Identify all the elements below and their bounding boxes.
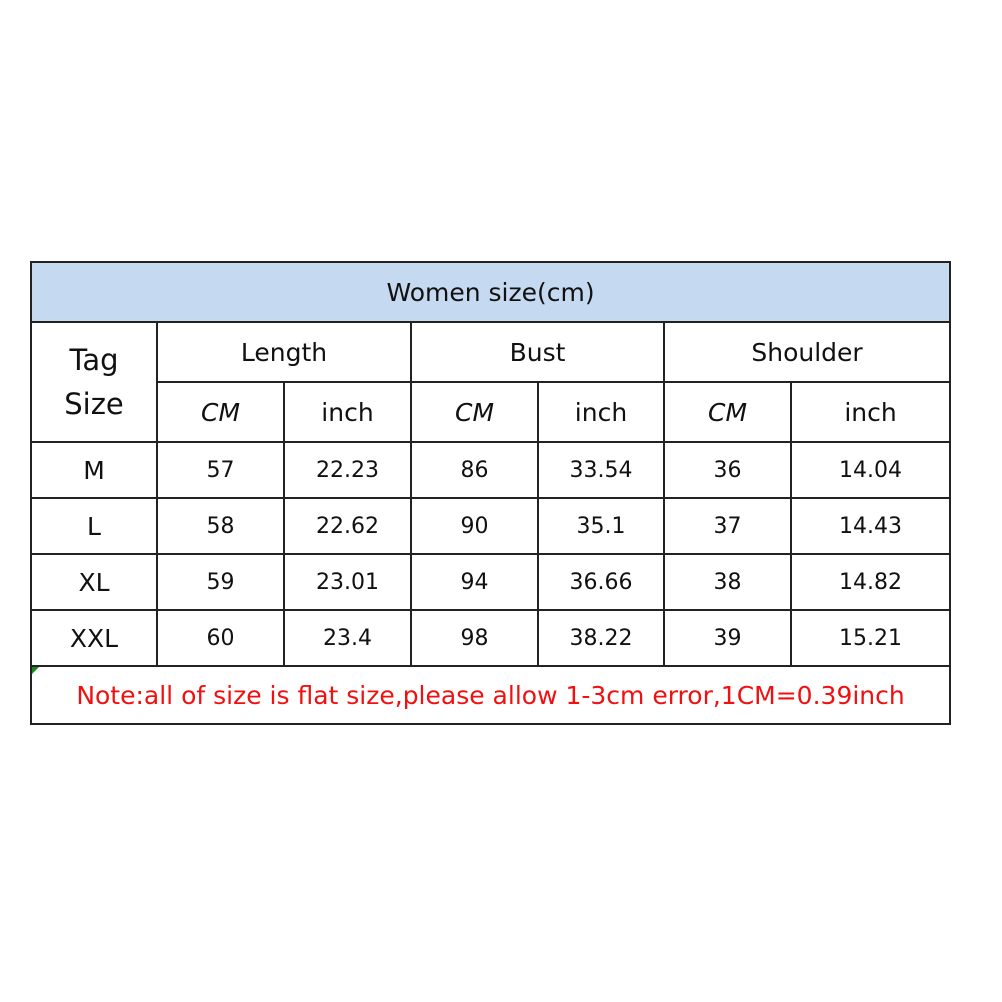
value-cell: 57 <box>156 441 285 499</box>
value-cell: 22.62 <box>283 497 412 555</box>
table-row: XXL 60 23.4 98 38.22 39 15.21 <box>30 609 952 667</box>
value-cell: 38 <box>663 553 792 611</box>
length-header: Length <box>156 321 412 383</box>
value-cell: 23.4 <box>283 609 412 667</box>
value-cell: 14.43 <box>789 497 952 555</box>
value-cell: 98 <box>410 609 539 667</box>
unit-header: CM <box>156 381 285 443</box>
value-cell: 39 <box>663 609 792 667</box>
value-cell: 33.54 <box>537 441 665 499</box>
tag-size-header: Tag Size <box>30 321 158 443</box>
bust-header: Bust <box>410 321 665 383</box>
table-row: M 57 22.23 86 33.54 36 14.04 <box>30 441 952 499</box>
value-cell: 37 <box>663 497 792 555</box>
size-cell: XXL <box>30 609 158 667</box>
unit-header: inch <box>283 381 412 443</box>
size-chart-table: Women size(cm) Tag Size Length Bust Shou… <box>29 261 952 725</box>
note-cell: Note:all of size is flat size,please all… <box>29 665 952 725</box>
note-text: Note:all of size is flat size,please all… <box>76 680 905 710</box>
value-cell: 94 <box>410 553 539 611</box>
value-cell: 14.82 <box>789 553 952 611</box>
shoulder-header: Shoulder <box>662 321 952 383</box>
value-cell: 36.66 <box>537 553 665 611</box>
unit-header: inch <box>537 381 665 443</box>
size-label: Size <box>64 387 124 421</box>
size-cell: XL <box>30 553 158 611</box>
size-cell: M <box>30 441 158 499</box>
cell-corner-marker <box>32 667 39 674</box>
value-cell: 22.23 <box>283 441 412 499</box>
value-cell: 23.01 <box>283 553 412 611</box>
unit-header: inch <box>789 381 952 443</box>
value-cell: 36 <box>663 441 792 499</box>
unit-header: CM <box>410 381 539 443</box>
unit-header: CM <box>663 381 792 443</box>
value-cell: 35.1 <box>537 497 665 555</box>
table-row: XL 59 23.01 94 36.66 38 14.82 <box>30 553 952 611</box>
value-cell: 90 <box>410 497 539 555</box>
value-cell: 60 <box>156 609 285 667</box>
table-row: L 58 22.62 90 35.1 37 14.43 <box>30 497 952 555</box>
value-cell: 59 <box>156 553 285 611</box>
size-cell: L <box>30 497 158 555</box>
table-title: Women size(cm) <box>29 261 952 323</box>
value-cell: 14.04 <box>789 441 952 499</box>
value-cell: 38.22 <box>537 609 665 667</box>
value-cell: 86 <box>410 441 539 499</box>
tag-label: Tag <box>69 343 119 377</box>
value-cell: 58 <box>156 497 285 555</box>
value-cell: 15.21 <box>789 609 952 667</box>
